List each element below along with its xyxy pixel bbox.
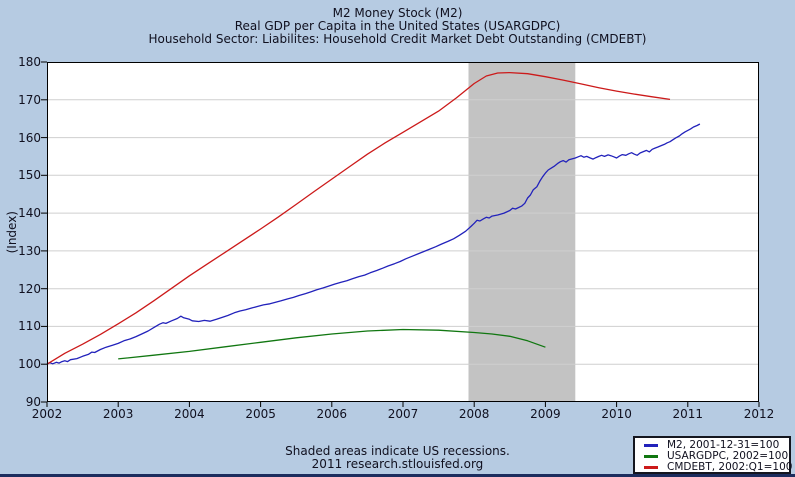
chart-title-line-3: Household Sector: Liabilites: Household …: [148, 32, 647, 46]
series-cmdebt-line: [46, 71, 671, 365]
legend-label-cmdebt: CMDEBT, 2002:Q1=100: [667, 461, 793, 473]
x-tick-label: 2003: [102, 407, 134, 421]
legend-label-usargdpc: USARGDPC, 2002=100: [667, 450, 789, 462]
y-axis-title: (Index): [4, 62, 20, 402]
y-tick-label: 170: [18, 92, 41, 107]
m2-line-swatch: [644, 444, 658, 447]
chart-title-line-1: M2 Money Stock (M2): [332, 6, 463, 20]
plot-border: [47, 62, 759, 402]
plot-area: [41, 61, 760, 407]
chart-title: M2 Money Stock (M2) Real GDP per Capita …: [0, 7, 795, 46]
x-tick-label: 2005: [245, 407, 276, 421]
series-m2-line: [46, 123, 701, 365]
x-tick-label: 2009: [530, 407, 561, 421]
y-tick-label: 130: [18, 243, 41, 258]
cmdebt-line-swatch: [644, 466, 658, 469]
y-tick-label: 100: [18, 357, 41, 372]
x-tick-label: 2012: [743, 407, 775, 421]
x-tick-label: 2002: [31, 407, 63, 421]
chart-title-line-2: Real GDP per Capita in the United States…: [234, 19, 561, 33]
legend-item-cmdebt: CMDEBT, 2002:Q1=100: [644, 462, 792, 473]
series-usargdpc-line: [118, 328, 546, 360]
y-tick-label: 180: [18, 55, 41, 69]
y-tick-label: 90: [25, 395, 41, 409]
y-tick-label: 150: [18, 168, 41, 183]
window-bottom-edge: [0, 474, 795, 477]
legend-item-m2: M2, 2001-12-31=100: [644, 440, 785, 451]
y-tick-label: 160: [18, 130, 41, 145]
legend-box: M2, 2001-12-31=100 USARGDPC, 2002=100 CM…: [633, 436, 792, 474]
source-note: 2011 research.stlouisfed.org: [311, 457, 484, 471]
usargdpc-line-swatch: [644, 455, 658, 458]
x-tick-label: 2004: [174, 407, 205, 421]
legend-label-m2: M2, 2001-12-31=100: [667, 439, 780, 451]
x-tick-label: 2010: [601, 407, 632, 421]
legend-item-usargdpc: USARGDPC, 2002=100: [644, 450, 789, 462]
x-tick-label: 2011: [672, 407, 704, 421]
y-tick-label: 140: [18, 206, 41, 221]
y-tick-label: 120: [18, 281, 41, 296]
chart-footer: Shaded areas indicate US recessions. 201…: [0, 445, 795, 471]
recession-note: Shaded areas indicate US recessions.: [285, 444, 510, 458]
y-tick-label: 110: [18, 319, 41, 334]
x-tick-label: 2007: [387, 407, 419, 421]
recession-band: [468, 62, 576, 402]
x-tick-label: 2008: [458, 407, 490, 421]
x-tick-label: 2006: [316, 407, 348, 421]
